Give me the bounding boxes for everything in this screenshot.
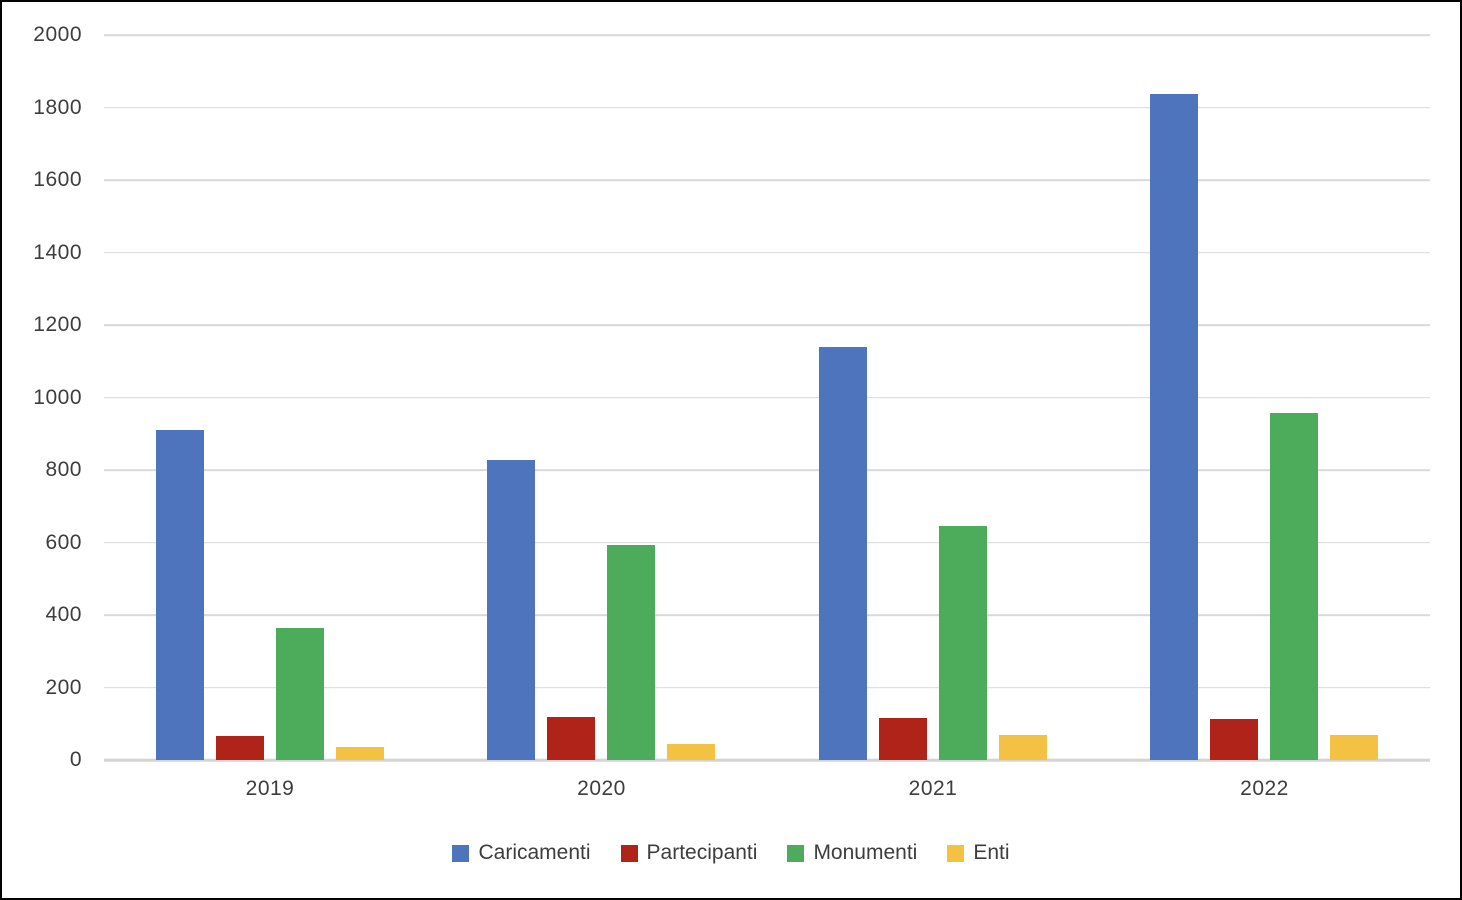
x-axis-tick-label: 2021 <box>908 777 958 800</box>
gridline-y-600 <box>104 541 1430 544</box>
bar-group-2020 <box>487 35 716 760</box>
bar-monumenti-2021 <box>938 526 987 760</box>
y-axis-tick-label: 1400 <box>33 240 82 264</box>
y-axis-tick-label: 0 <box>69 748 82 771</box>
legend-item-partecipanti: Partecipanti <box>620 841 758 865</box>
bar-partecipanti-2019 <box>215 736 264 760</box>
legend-label: Monumenti <box>813 841 918 864</box>
legend-swatch-icon <box>787 844 805 862</box>
bar-monumenti-2022 <box>1270 412 1319 760</box>
y-axis-tick-label: 1800 <box>33 95 82 119</box>
y-axis-tick-label: 800 <box>45 458 82 481</box>
x-axis-tick-label: 2019 <box>245 777 295 800</box>
gridline-y-0 <box>104 758 1430 762</box>
legend-label: Enti <box>973 841 1010 864</box>
gridline-y-1600 <box>104 179 1430 181</box>
y-axis-tick-label: 600 <box>45 530 82 554</box>
y-axis-tick-label: 200 <box>45 675 82 699</box>
bar-caricamenti-2020 <box>487 460 536 760</box>
gridline-y-2000 <box>104 34 1430 36</box>
gridline-y-1800 <box>104 106 1430 109</box>
bar-enti-2021 <box>998 735 1047 760</box>
y-axis-tick-label: 1200 <box>33 313 82 336</box>
legend-swatch-icon <box>620 844 638 862</box>
bar-caricamenti-2021 <box>818 346 867 760</box>
x-axis-tick-label: 2020 <box>577 777 626 800</box>
y-axis-tick-label: 1600 <box>33 168 82 191</box>
bar-caricamenti-2019 <box>155 430 204 760</box>
legend-label: Partecipanti <box>646 841 758 864</box>
gridline-y-800 <box>104 469 1430 471</box>
y-axis-tick-label: 2000 <box>33 23 82 46</box>
legend-item-enti: Enti <box>947 841 1010 865</box>
plot-area: 0 200 400 600 800 1000 1200 1400 1600 1800 2000 201… <box>33 23 1430 800</box>
legend-swatch-icon <box>452 844 470 862</box>
bar-partecipanti-2020 <box>547 717 596 760</box>
gridline-y-1000 <box>104 396 1430 399</box>
bar-group-2021 <box>818 35 1047 760</box>
bar-group-2019 <box>155 35 384 760</box>
gridline-y-200 <box>104 686 1430 689</box>
bar-enti-2019 <box>335 747 384 760</box>
bar-monumenti-2020 <box>607 545 656 760</box>
bar-caricamenti-2022 <box>1150 93 1199 760</box>
legend-item-caricamenti: Caricamenti <box>452 841 591 865</box>
bar-partecipanti-2022 <box>1210 718 1259 760</box>
bar-partecipanti-2021 <box>878 718 927 760</box>
y-axis-tick-label: 400 <box>45 603 82 626</box>
bar-enti-2020 <box>667 743 716 760</box>
legend-item-monumenti: Monumenti <box>787 841 917 865</box>
legend-swatch-icon <box>947 844 965 862</box>
bar-monumenti-2019 <box>275 628 324 760</box>
bar-enti-2022 <box>1330 734 1379 760</box>
bar-group-2022 <box>1150 35 1379 760</box>
gridline-y-1400 <box>104 251 1430 254</box>
gridline-y-1200 <box>104 324 1430 326</box>
gridline-y-400 <box>104 614 1430 616</box>
legend-label: Caricamenti <box>478 841 591 864</box>
x-axis-tick-label: 2022 <box>1240 777 1289 800</box>
chart-legend: Caricamenti Partecipanti Monumenti Enti <box>2 841 1460 865</box>
y-axis-tick-label: 1000 <box>33 385 82 409</box>
